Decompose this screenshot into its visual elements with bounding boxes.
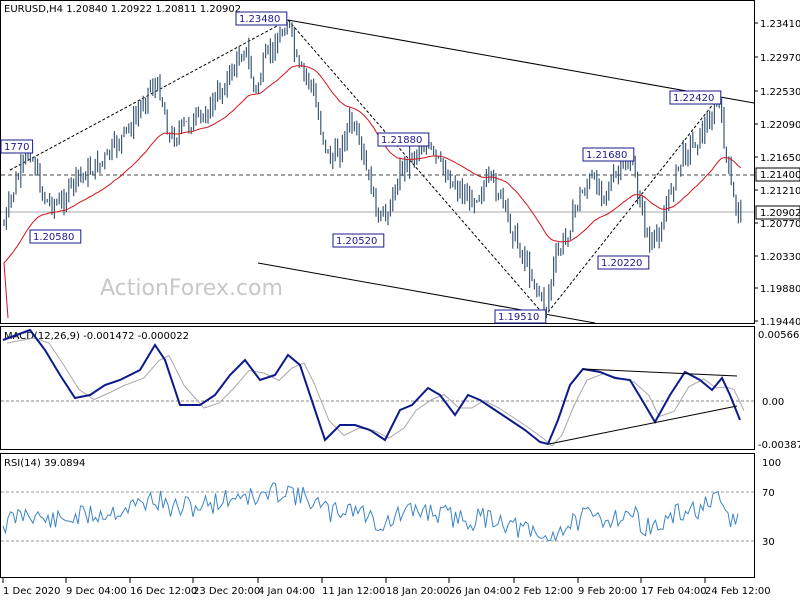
time-tick: 24 Feb 12:00 [705,586,771,597]
macd-label: MACD(12,26,9) -0.001472 -0.000022 [4,331,189,342]
macd-signal-line [6,337,745,447]
level-tag-text: 1.21400 [760,170,800,181]
macd-tick-bottom: -0.003872 [758,440,800,451]
annotation-box [235,11,288,26]
annotation-box [494,309,547,324]
annotation-box [29,229,82,244]
time-tick: 9 Dec 04:00 [66,586,127,597]
price-tick: 1.20330 [760,252,800,263]
price-tick: 1.21210 [760,186,800,197]
annotation-label: 1.21880 [381,135,422,146]
rsi-tick-30: 30 [762,537,775,548]
time-tick: 16 Dec 12:00 [130,586,197,597]
dashed-trend-up-2 [544,97,719,317]
candles-group [3,22,742,318]
time-tick: 4 Jan 04:00 [258,586,315,597]
time-tick: 11 Jan 12:00 [322,586,385,597]
price-axis: 1.23410 1.22970 1.22530 1.22090 1.21650 1.212… [754,19,800,328]
annotation-box [582,147,635,162]
macd-trend-lower [548,405,738,445]
price-header: EURUSD,H4 1.20840 1.20922 1.20811 1.2090… [4,4,241,15]
macd-main-line [2,328,741,446]
rsi-panel-frame [0,453,755,578]
price-tick: 1.21650 [760,153,800,164]
dashed-trend-down [287,19,546,317]
annotation-label: 1.20580 [33,232,74,243]
price-annotations: 1.23480 1.22420 1.21880 1.21680 1.20520 1.202… [0,11,722,324]
time-tick: 2 Feb 12:00 [514,586,573,597]
rsi-label: RSI(14) 39.0894 [4,458,85,469]
annotation-label: 1.19510 [498,312,539,323]
time-tick: 1 Dec 2020 [3,586,61,597]
time-tick: 26 Jan 04:00 [449,586,512,597]
time-tick: 18 Jan 20:00 [386,586,449,597]
annotation-label: 1.20220 [601,258,642,269]
ema-line [3,65,742,319]
macd-panel-frame [0,326,755,450]
price-tick: 1.22090 [760,120,800,131]
channel-upper-line [287,19,755,104]
annotation-box [377,132,430,147]
price-tick: 1.19440 [760,317,800,328]
macd-trend-upper [582,368,738,377]
annotation-box [332,233,385,248]
price-panel-frame [0,0,755,324]
watermark: ActionForex.com [100,276,283,301]
annotation-box [0,139,34,154]
current-price-tag: 1.20902 [755,205,800,220]
price-tick: 1.22970 [760,53,800,64]
price-tick: 1.23410 [760,19,800,30]
annotation-label: 1.22420 [673,93,714,104]
annotation-label: 1.23480 [239,14,280,25]
price-tick: 1.20770 [760,219,800,230]
rsi-line [2,482,739,543]
time-tick: 9 Feb 20:00 [578,586,637,597]
annotation-box [669,90,722,105]
macd-tick-zero: 0.00 [762,397,784,408]
annotation-box [597,255,650,270]
rsi-tick-70: 70 [762,488,775,499]
dashed-trend-up-1 [9,19,289,171]
current-price-text: 1.20902 [760,208,800,219]
price-tick: 1.19880 [760,284,800,295]
macd-tick-top: 0.005662 [758,330,800,341]
level-tag-1-21400: 1.21400 [755,167,800,182]
time-tick: 17 Feb 04:00 [641,586,707,597]
annotation-label: 1.21680 [586,150,627,161]
annotation-label: 1770 [4,142,29,153]
rsi-tick-100: 100 [762,458,781,469]
annotation-label: 1.20520 [336,236,377,247]
time-tick: 23 Dec 20:00 [193,586,260,597]
price-tick: 1.22530 [760,87,800,98]
